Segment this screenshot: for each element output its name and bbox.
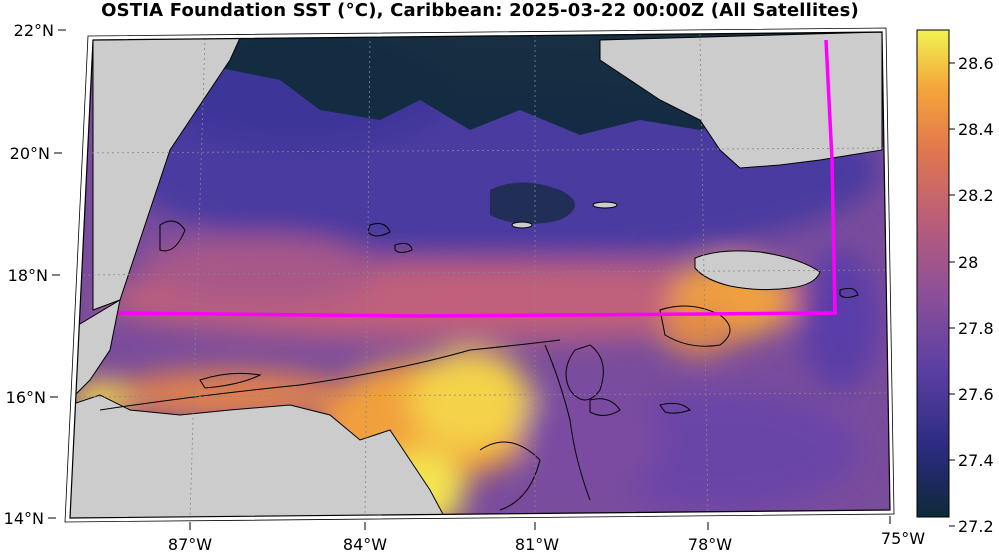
depth-contours [99,220,859,511]
map-border [69,31,891,519]
colorbar-bar [916,29,950,518]
land-cayman-brac [592,201,618,209]
colorbar-label-28-4: 28.4 [958,120,994,139]
map-area [70,32,890,518]
lat-label-20n: 20°N [10,144,50,163]
lon-label-78w: 78°W [688,535,732,554]
land-central-america [70,394,446,518]
lon-label-75w: 75°W [881,529,925,548]
lat-label-14n: 14°N [4,509,44,528]
tick-marks [48,29,891,530]
colorbar-label-28: 28 [958,253,978,272]
land-jamaica [694,250,821,291]
colorbar: 28.6 28.4 28.2 28 27.8 27.6 27.4 27.2 [916,29,994,536]
lon-label-87w: 87°W [168,535,212,554]
lon-label-84w: 84°W [343,535,387,554]
lat-label-18n: 18°N [8,266,48,285]
colorbar-label-27-2: 27.2 [958,517,994,536]
colorbar-label-28-6: 28.6 [958,54,994,73]
land-belize [70,298,121,402]
lat-label-22n: 22°N [14,21,54,40]
land-grand-cayman [511,221,533,229]
region-boundary [117,39,837,318]
land-cuba [599,32,883,169]
colorbar-ticks [949,62,955,527]
lon-label-81w: 81°W [515,535,559,554]
colorbar-label-27-8: 27.8 [958,319,994,338]
colorbar-label-28-2: 28.2 [958,186,994,205]
graticule [73,33,890,518]
lat-label-16n: 16°N [6,388,46,407]
colorbar-label-27-6: 27.6 [958,385,994,404]
map-title: OSTIA Foundation SST (°C), Caribbean: 20… [101,0,859,21]
colorbar-label-27-4: 27.4 [958,451,994,470]
